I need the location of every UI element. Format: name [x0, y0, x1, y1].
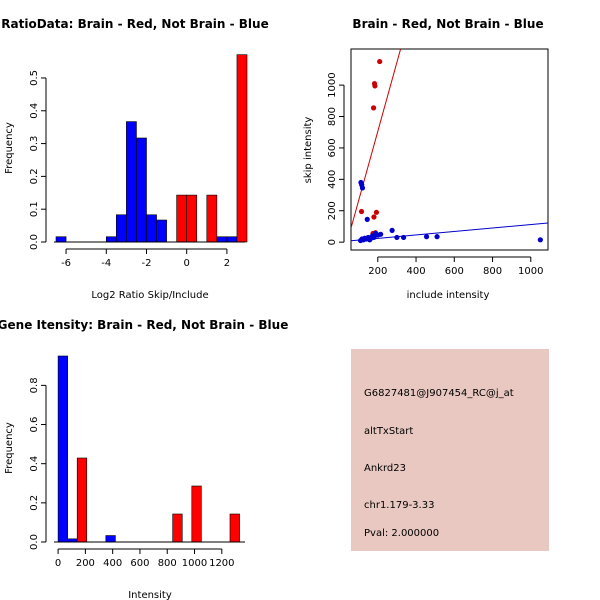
intensity-scatter-x-tick-label: 600 [445, 266, 464, 277]
gene-intensity-y-tick-label: 0.8 [29, 377, 40, 393]
intensity-scatter-axes: 200 400 600 800 1000 0 200 400 600 800 1000 [327, 72, 544, 277]
ratio-histogram-y-tick-label: 0.3 [29, 136, 40, 152]
gene-intensity-y-tick-label: 0.2 [29, 495, 40, 511]
info-panel-background [351, 349, 549, 551]
gene-intensity-bar-brain [229, 513, 240, 543]
point-brain [370, 105, 377, 111]
point-not-brain [371, 234, 377, 241]
ratio-histogram-bar-not-brain [55, 236, 67, 243]
ratio-histogram-bar-brain [236, 54, 248, 243]
intensity-scatter-x-tick-label: 800 [483, 266, 502, 277]
intensity-scatter: Brain - Red, Not Brain - Blue include in… [303, 17, 549, 301]
event-type: altTxStart [364, 426, 413, 437]
gene-intensity-y-tick-label: 0.4 [29, 456, 40, 472]
scatter-clipped-layer [351, 49, 548, 244]
ratio-histogram-bar-not-brain [136, 137, 147, 243]
gene-name: Ankrd23 [364, 463, 406, 474]
gene-intensity-y-tick-label: 0.0 [29, 534, 40, 550]
ratio-histogram-x-tick-label: 0 [184, 258, 190, 269]
gene-intensity-bar-brain [172, 513, 183, 543]
ratio-histogram-bar-brain [176, 194, 187, 243]
gene-intensity-xlabel: Intensity [128, 590, 172, 600]
intensity-scatter-y-tick-label: 1000 [327, 72, 338, 97]
point-not-brain [537, 237, 543, 243]
gene-intensity-axes: 0 200 400 600 800 1000 1200 0.0 0.2 0.4 0.6 0.8 [29, 377, 235, 569]
point-brain [377, 58, 383, 65]
ratio-histogram-axes: -6 -4 -2 0 2 0.0 0.1 0.2 0.3 0.4 0.5 [29, 70, 230, 269]
point-brain [358, 208, 365, 215]
point-not-brain [400, 234, 407, 241]
point-not-brain [359, 185, 366, 191]
info-panel: G6827481@J907454_RC@j_at altTxStart Ankr… [351, 349, 549, 551]
intensity-scatter-y-tick-label: 400 [327, 170, 338, 189]
ratio-histogram-ylabel: Frequency [4, 122, 15, 174]
intensity-scatter-x-tick-label: 1000 [518, 266, 543, 277]
fit-line-not-brain [351, 222, 548, 242]
intensity-scatter-title: Brain - Red, Not Brain - Blue [352, 17, 543, 31]
ratio-histogram-y-tick-label: 0.1 [29, 201, 40, 217]
gene-intensity-histogram: Gene Itensity: Brain - Red, Not Brain - … [0, 318, 288, 600]
gene-intensity-x-tick-label: 0 [55, 558, 61, 569]
point-not-brain [423, 234, 430, 240]
gene-intensity-bar-not-brain [57, 355, 68, 543]
intensity-scatter-x-tick-label: 400 [406, 266, 425, 277]
ratio-histogram-y-tick-label: 0.0 [29, 234, 40, 250]
gene-intensity-x-tick-label: 600 [130, 558, 149, 569]
intensity-scatter-y-tick-label: 200 [327, 201, 338, 220]
ratio-histogram-bar-not-brain [146, 214, 157, 243]
intensity-scatter-y-tick-label: 0 [327, 239, 338, 245]
gene-intensity-ylabel: Frequency [4, 422, 15, 474]
intensity-scatter-y-tick-label: 600 [327, 138, 338, 157]
point-brain [372, 83, 378, 89]
gene-intensity-bars [54, 355, 245, 543]
intensity-scatter-ylabel: skip intensity [303, 117, 314, 184]
gene-intensity-x-tick-label: 200 [76, 558, 95, 569]
p-value: Pval: 2.000000 [364, 528, 439, 539]
ratio-histogram-bar-not-brain [116, 214, 127, 243]
gene-intensity-x-tick-label: 800 [158, 558, 177, 569]
ratio-histogram-bar-not-brain [105, 236, 117, 243]
intensity-scatter-frame [350, 48, 549, 251]
gene-intensity-x-tick-label: 1200 [209, 558, 234, 569]
point-not-brain [389, 227, 395, 233]
point-brain [371, 214, 377, 220]
intensity-scatter-x-tick-label: 200 [368, 266, 387, 277]
ratio-histogram-bar-brain [186, 194, 198, 243]
point-not-brain [394, 234, 400, 241]
ratio-histogram-y-tick-label: 0.5 [29, 70, 40, 86]
ratio-histogram-bars [54, 54, 248, 243]
fit-line-brain [351, 49, 402, 229]
ratio-histogram-y-tick-label: 0.2 [29, 168, 40, 184]
gene-intensity-bar-not-brain [105, 535, 116, 543]
gene-intensity-x-tick-label: 1000 [182, 558, 207, 569]
genomic-location: chr1.179-3.33 [364, 500, 434, 511]
intensity-scatter-plot [351, 49, 548, 244]
gene-intensity-y-tick-label: 0.6 [29, 417, 40, 433]
point-not-brain [434, 234, 440, 240]
ratio-histogram-xlabel: Log2 Ratio Skip/Include [91, 290, 208, 301]
point-not-brain [378, 231, 384, 237]
ratio-histogram-bar-not-brain [126, 121, 137, 243]
intensity-scatter-xlabel: include intensity [407, 290, 490, 301]
ratio-histogram-title: RatioData: Brain - Red, Not Brain - Blue [1, 17, 268, 31]
ratio-histogram-bar-not-brain [226, 236, 238, 243]
point-brain [373, 209, 380, 215]
gene-intensity-title: Gene Itensity: Brain - Red, Not Brain - … [0, 318, 288, 332]
ratio-histogram-x-tick-label: -6 [61, 258, 71, 269]
gene-intensity-bar-brain [191, 485, 202, 543]
probe-id: G6827481@J907454_RC@j_at [364, 388, 514, 399]
ratio-histogram-x-tick-label: -4 [101, 258, 111, 269]
ratio-histogram: RatioData: Brain - Red, Not Brain - Blue… [1, 17, 268, 301]
intensity-scatter-y-tick-label: 800 [327, 107, 338, 126]
ratio-histogram-x-tick-label: 2 [224, 258, 230, 269]
ratio-histogram-y-tick-label: 0.4 [29, 103, 40, 119]
ratio-histogram-x-tick-label: -2 [141, 258, 151, 269]
ratio-histogram-bar-not-brain [216, 236, 228, 243]
ratio-histogram-bar-not-brain [156, 219, 167, 243]
gene-intensity-bar-brain [76, 457, 88, 543]
point-not-brain [364, 216, 370, 222]
ratio-histogram-bar-brain [206, 194, 218, 243]
gene-intensity-x-tick-label: 400 [103, 558, 122, 569]
